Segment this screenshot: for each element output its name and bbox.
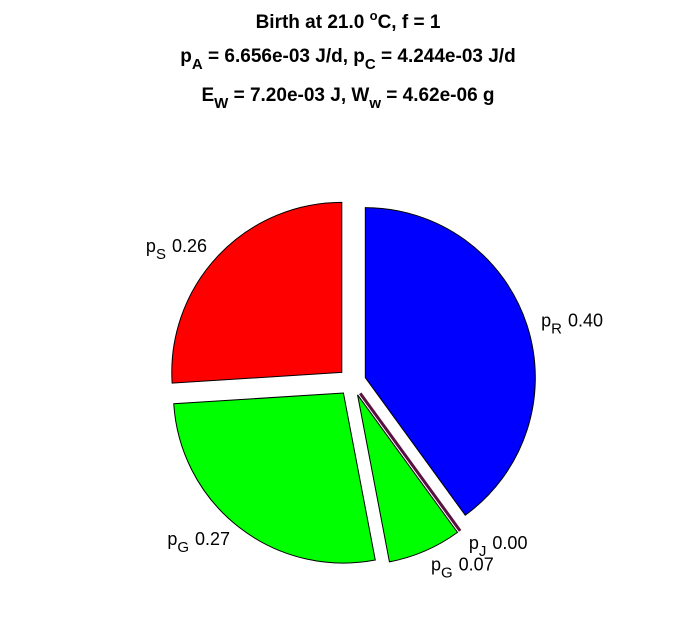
slice-label: pG 0.07 bbox=[431, 555, 494, 582]
label-sub: S bbox=[156, 246, 166, 263]
label-name: p bbox=[431, 555, 441, 575]
chart-title: EW = 7.20e-03 J, Ww = 4.62e-06 g bbox=[201, 85, 494, 112]
title-segment: = 4.244e-03 J/d bbox=[376, 46, 516, 67]
title-segment: C bbox=[365, 56, 376, 73]
chart-title: Birth at 21.0 oC, f = 1 bbox=[256, 8, 441, 33]
title-segment: C, f = 1 bbox=[378, 12, 441, 33]
pie-slice bbox=[357, 394, 459, 563]
label-name: p bbox=[167, 529, 177, 549]
title-segment: = 4.62e-06 g bbox=[381, 85, 495, 106]
title-segment: A bbox=[192, 56, 203, 73]
slice-label: pR 0.40 bbox=[541, 311, 603, 338]
label-sub: J bbox=[479, 543, 487, 560]
title-segment: p bbox=[180, 46, 192, 67]
label-name: p bbox=[469, 533, 479, 553]
label-sub: G bbox=[441, 565, 453, 582]
label-sub: G bbox=[177, 539, 189, 556]
slice-label: pG 0.27 bbox=[167, 529, 230, 556]
label-value: 0.27 bbox=[195, 529, 230, 549]
title-segment: w bbox=[368, 95, 381, 112]
label-name: p bbox=[541, 311, 551, 331]
title-segment: Birth at 21.0 bbox=[256, 12, 370, 33]
label-sub: R bbox=[551, 321, 562, 338]
slice-label: pJ 0.00 bbox=[469, 533, 528, 560]
label-value: 0.00 bbox=[492, 533, 527, 553]
pie-slice bbox=[364, 207, 536, 516]
label-value: 0.40 bbox=[568, 311, 603, 331]
pie-slice bbox=[173, 392, 376, 564]
title-segment: o bbox=[370, 8, 378, 23]
chart-title: pA = 6.656e-03 J/d, pC = 4.244e-03 J/d bbox=[180, 46, 515, 73]
pie-slice bbox=[171, 201, 343, 384]
title-segment: = 6.656e-03 J/d, p bbox=[203, 46, 365, 67]
pie-slice bbox=[359, 392, 462, 532]
label-value: 0.07 bbox=[459, 555, 494, 575]
title-segment: E bbox=[201, 85, 214, 106]
slice-label: pS 0.26 bbox=[146, 236, 207, 263]
label-value: 0.26 bbox=[172, 236, 207, 256]
title-segment: W bbox=[214, 95, 229, 112]
label-name: p bbox=[146, 236, 156, 256]
title-segment: = 7.20e-03 J, W bbox=[228, 85, 369, 106]
